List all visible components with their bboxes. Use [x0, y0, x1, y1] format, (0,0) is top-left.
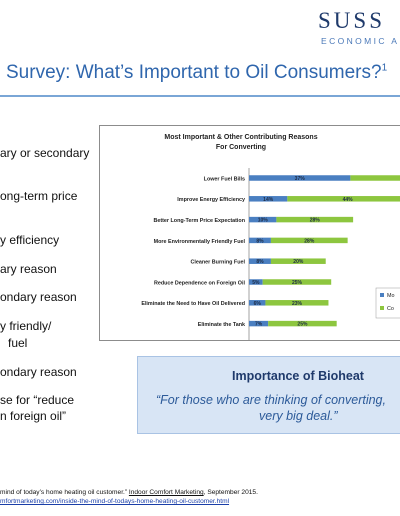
- bullet-line: ong-term price: [0, 189, 78, 203]
- brand-logo: SUSS: [318, 8, 385, 33]
- bullet-line: ondary reason: [0, 290, 77, 304]
- conversion-reasons-chart: Most Important & Other Contributing Reas…: [99, 125, 400, 341]
- data-label-most-important: 8%: [256, 238, 264, 244]
- footnote-prefix: mind of today’s home heating oil custome…: [0, 489, 129, 496]
- bullet-line: y friendly/: [0, 319, 52, 333]
- bar-most-important: [249, 279, 263, 285]
- bar-contributing: [350, 175, 400, 181]
- slide-title: Survey: What’s Important to Oil Consumer…: [6, 62, 387, 84]
- footnote-url-link[interactable]: mfortmarketing.com/inside-the-mind-of-to…: [0, 498, 230, 505]
- title-footnote-mark: 1: [381, 62, 388, 74]
- data-label-most-important: 6%: [254, 301, 262, 307]
- bioheat-callout: Importance of Bioheat “For those who are…: [137, 356, 400, 434]
- legend-swatch-most-important: [380, 293, 384, 297]
- brand-subtitle: ECONOMIC A: [321, 36, 400, 46]
- data-label-contributing: 28%: [310, 218, 321, 224]
- bar-most-important: [249, 320, 269, 327]
- bullet-line: ary or secondary: [0, 146, 90, 160]
- bullet-list: ary or secondary ong-term price y effici…: [0, 0, 100, 516]
- footnote-source: Indoor Comfort Marketing: [128, 489, 204, 496]
- data-label-most-important: 10%: [258, 218, 269, 224]
- bullet-line: ary reason: [0, 262, 57, 276]
- data-label-contributing: 25%: [292, 280, 303, 286]
- data-label-most-important: 8%: [256, 259, 264, 265]
- bioheat-quote-line2: very big deal.”: [259, 409, 338, 423]
- footnote-citation: mind of today’s home heating oil custome…: [0, 489, 258, 496]
- data-label-most-important: 7%: [255, 322, 263, 328]
- bar-contributing: [287, 196, 400, 202]
- bioheat-quote-line1: “For those who are thinking of convertin…: [156, 393, 386, 407]
- bar-most-important: [249, 216, 277, 223]
- bullet-line: se for “reduce: [0, 393, 75, 407]
- category-label: More Environmentally Friendly Fuel: [154, 239, 246, 245]
- bullet-line: fuel: [8, 336, 28, 350]
- data-label-most-important: 5%: [252, 280, 260, 286]
- bar-contributing: [268, 320, 337, 327]
- chart-svg: Most Important & Other Contributing Reas…: [141, 134, 400, 340]
- bar-most-important: [249, 300, 266, 306]
- bar-most-important: [249, 175, 351, 181]
- bullet-line: ondary reason: [0, 365, 77, 379]
- bar-contributing: [270, 237, 348, 244]
- title-divider: [0, 95, 400, 97]
- category-label: Better Long-Term Price Expectation: [153, 218, 245, 224]
- legend-swatch-contributing: [380, 306, 384, 310]
- data-label-contributing: 20%: [293, 259, 304, 265]
- slide-title-text: Survey: What’s Important to Oil Consumer…: [6, 62, 382, 83]
- bar-most-important: [249, 196, 288, 202]
- data-label-most-important: 37%: [295, 176, 306, 182]
- bar-most-important: [249, 258, 271, 264]
- bar-most-important: [249, 237, 271, 244]
- bar-contributing: [265, 300, 329, 306]
- category-label: Reduce Dependence on Foreign Oil: [154, 280, 246, 286]
- legend-label-most-important: Mo: [387, 293, 395, 299]
- chart-title: For Converting: [216, 144, 266, 151]
- category-label: Eliminate the Tank: [198, 322, 245, 328]
- category-label: Lower Fuel Bills: [204, 176, 245, 182]
- bullet-line: n foreign oil”: [0, 409, 67, 423]
- category-label: Eliminate the Need to Have Oil Delivered: [141, 301, 245, 307]
- bar-contributing: [276, 216, 354, 223]
- data-label-contributing: 25%: [297, 322, 308, 328]
- category-label: Improve Energy Efficiency: [177, 197, 245, 203]
- chart-title: Most Important & Other Contributing Reas…: [164, 134, 317, 141]
- bullet-line: y efficiency: [0, 233, 60, 247]
- data-label-contributing: 28%: [304, 238, 315, 244]
- bar-contributing: [262, 279, 332, 285]
- legend-label-contributing: Co: [387, 306, 394, 312]
- data-label-contributing: 44%: [343, 197, 354, 203]
- data-label-contributing: 23%: [292, 301, 303, 307]
- bioheat-title: Importance of Bioheat: [232, 369, 364, 383]
- footnote-suffix: , September 2015.: [203, 489, 258, 496]
- bar-contributing: [270, 258, 326, 264]
- data-label-most-important: 14%: [263, 197, 274, 203]
- category-label: Cleaner Burning Fuel: [190, 260, 245, 266]
